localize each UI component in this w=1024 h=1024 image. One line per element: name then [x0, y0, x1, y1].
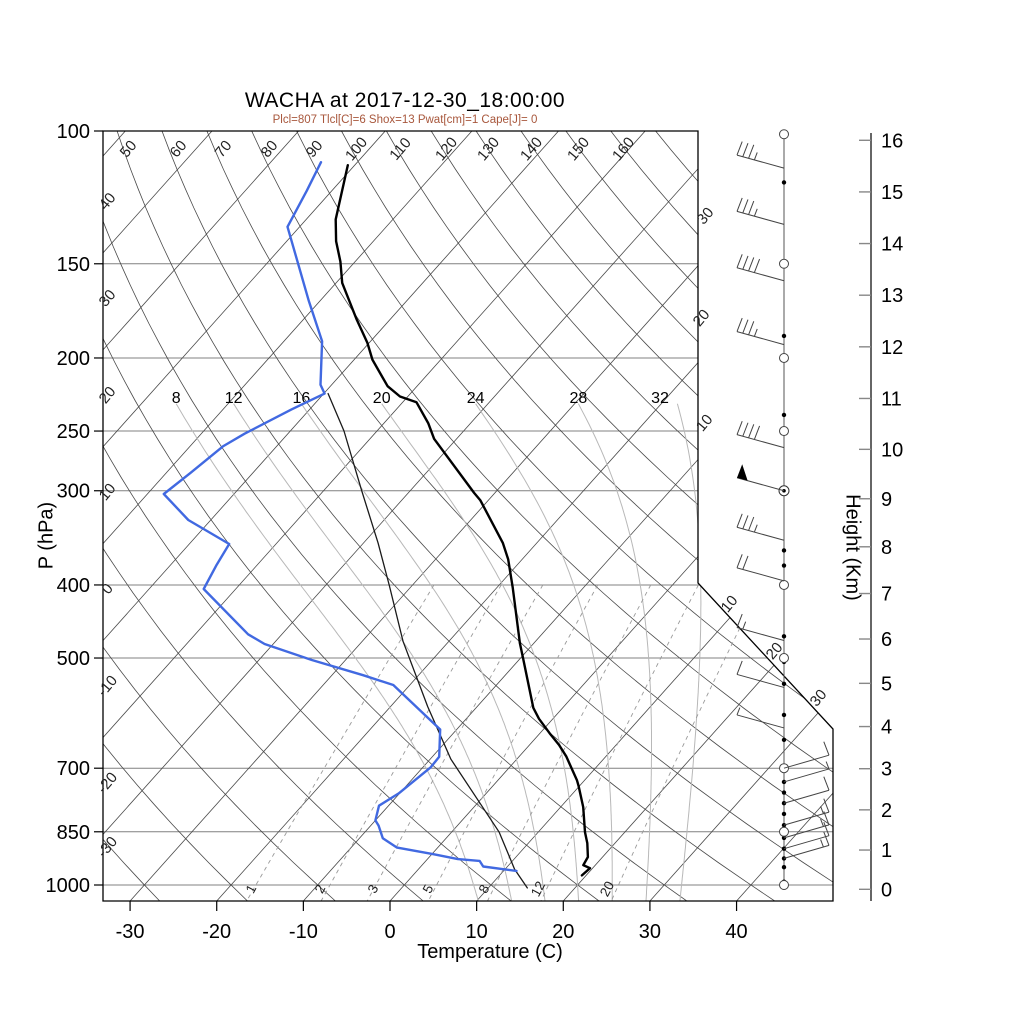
- sounding-curves: [162, 161, 592, 889]
- svg-text:30: 30: [807, 686, 831, 710]
- svg-text:10: 10: [96, 480, 120, 504]
- svg-text:11: 11: [881, 388, 902, 410]
- svg-text:70: 70: [212, 137, 236, 161]
- svg-text:1: 1: [881, 840, 892, 862]
- svg-text:10: 10: [466, 921, 488, 943]
- svg-text:0: 0: [881, 879, 892, 901]
- svg-text:10: 10: [718, 592, 742, 616]
- moist-adiabat-labels: 8 12 16 20 24 28 32: [172, 390, 669, 407]
- svg-text:5: 5: [420, 882, 437, 896]
- pressure-axis-label: P (hPa): [35, 501, 58, 570]
- svg-text:12: 12: [225, 390, 243, 407]
- svg-text:2: 2: [312, 882, 329, 896]
- svg-text:-10: -10: [94, 672, 121, 700]
- svg-text:-30: -30: [94, 833, 121, 861]
- svg-text:3: 3: [881, 759, 892, 781]
- svg-text:30: 30: [694, 204, 718, 228]
- svg-text:16: 16: [881, 130, 903, 152]
- svg-text:90: 90: [303, 137, 327, 161]
- svg-text:40: 40: [725, 921, 747, 943]
- svg-text:-20: -20: [94, 769, 121, 797]
- svg-text:30: 30: [96, 286, 120, 310]
- svg-text:8: 8: [881, 537, 892, 559]
- svg-text:1000: 1000: [46, 875, 91, 897]
- wind-profile: [736, 129, 830, 890]
- svg-text:150: 150: [57, 254, 90, 276]
- svg-text:10: 10: [881, 439, 903, 461]
- pressure-axis: 100 150 200 250 300 400 500 700 850 1000: [46, 121, 103, 897]
- svg-text:14: 14: [881, 234, 903, 256]
- svg-text:4: 4: [881, 717, 892, 739]
- x-axis-label: Temperature (C): [417, 941, 563, 963]
- svg-text:100: 100: [342, 134, 371, 164]
- svg-text:6: 6: [881, 629, 892, 651]
- svg-text:20: 20: [690, 306, 714, 330]
- svg-text:400: 400: [57, 575, 90, 597]
- svg-text:12: 12: [528, 879, 548, 899]
- svg-text:20: 20: [373, 390, 391, 407]
- svg-text:-20: -20: [202, 921, 231, 943]
- svg-text:24: 24: [467, 390, 485, 407]
- svg-text:2: 2: [881, 800, 892, 822]
- mixing-ratio-labels: 1 2 3 5 8 12 20: [243, 879, 618, 899]
- svg-text:8: 8: [172, 390, 181, 407]
- dewpoint-curve: [162, 161, 518, 873]
- svg-text:13: 13: [881, 285, 903, 307]
- x-axis: -30 -20 -10 0 10 20 30 40: [116, 901, 748, 943]
- svg-text:28: 28: [569, 390, 587, 407]
- sounding-indices-subtitle: Plcl=807 Tlcl[C]=6 Shox=13 Pwat[cm]=1 Ca…: [272, 114, 538, 126]
- svg-text:5: 5: [881, 673, 892, 695]
- height-axis-label: Height (Km): [841, 494, 864, 601]
- svg-text:130: 130: [474, 134, 503, 164]
- svg-text:20: 20: [597, 879, 617, 899]
- svg-text:150: 150: [564, 134, 593, 164]
- svg-text:850: 850: [57, 822, 90, 844]
- svg-text:3: 3: [365, 882, 382, 896]
- svg-text:-10: -10: [289, 921, 318, 943]
- svg-text:500: 500: [57, 648, 90, 670]
- svg-text:9: 9: [881, 489, 892, 511]
- svg-text:7: 7: [881, 584, 892, 606]
- svg-text:30: 30: [639, 921, 661, 943]
- svg-text:0: 0: [384, 921, 395, 943]
- svg-text:200: 200: [57, 348, 90, 370]
- svg-text:15: 15: [881, 182, 903, 204]
- svg-text:20: 20: [552, 921, 574, 943]
- svg-text:300: 300: [57, 481, 90, 503]
- pressure-gridlines: [103, 131, 833, 886]
- mixing-ratio-lines: [246, 584, 762, 901]
- svg-text:250: 250: [57, 421, 90, 443]
- svg-text:60: 60: [167, 137, 191, 161]
- svg-text:80: 80: [258, 137, 282, 161]
- parcel-curve: [327, 392, 528, 889]
- svg-text:12: 12: [881, 337, 903, 359]
- svg-text:0: 0: [98, 580, 116, 597]
- svg-text:100: 100: [57, 121, 90, 143]
- page-title: WACHA at 2017-12-30_18:00:00: [244, 89, 566, 112]
- svg-text:20: 20: [96, 383, 120, 407]
- temperature-curve: [334, 164, 592, 877]
- dry-adiabat-labels: 50 60 70 80 90 100 110 120 130 140 150 160: [117, 134, 638, 164]
- svg-text:32: 32: [651, 390, 669, 407]
- svg-text:-30: -30: [116, 921, 145, 943]
- plot-frame: [102, 130, 834, 902]
- isotherm-left-labels: 40 30 20 10 0 -10 -20 -30: [94, 190, 121, 861]
- svg-text:700: 700: [57, 758, 90, 780]
- moist-adiabats: [175, 403, 702, 901]
- svg-text:40: 40: [96, 190, 120, 214]
